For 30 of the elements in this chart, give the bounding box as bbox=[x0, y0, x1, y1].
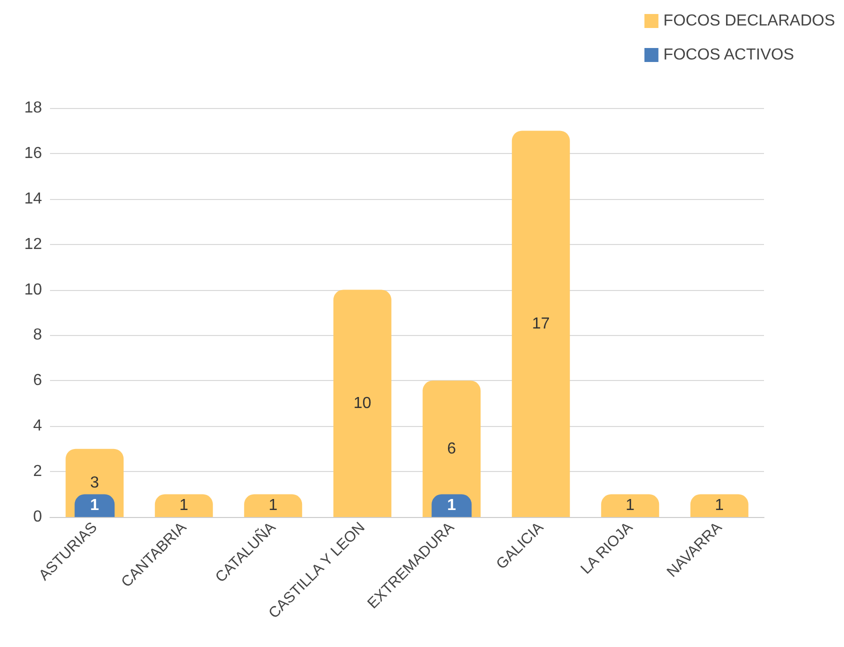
bar bbox=[512, 130, 570, 517]
y-tick-label: 14 bbox=[24, 190, 42, 208]
data-label: 6 bbox=[447, 440, 456, 458]
y-tick-label: 4 bbox=[33, 418, 42, 435]
bar bbox=[690, 494, 748, 517]
data-label: 17 bbox=[532, 315, 550, 332]
legend-label: FOCOS DECLARADOS bbox=[663, 12, 836, 30]
y-tick-label: 18 bbox=[24, 100, 42, 116]
y-tick-label: 6 bbox=[33, 372, 42, 390]
y-tick-label: 12 bbox=[24, 236, 42, 253]
y-tick-label: 0 bbox=[33, 508, 42, 526]
data-label: 1 bbox=[447, 497, 456, 514]
bar bbox=[601, 494, 660, 517]
data-label: 3 bbox=[90, 474, 100, 492]
data-label: 10 bbox=[353, 394, 372, 412]
y-tick-label: 2 bbox=[33, 463, 42, 480]
data-label: 1 bbox=[268, 497, 278, 514]
bar bbox=[74, 494, 115, 517]
data-label: 1 bbox=[714, 497, 724, 514]
legend-label: FOCOS ACTIVOS bbox=[663, 46, 794, 64]
bar bbox=[432, 494, 472, 517]
y-tick-label: 16 bbox=[24, 144, 42, 162]
bar bbox=[244, 494, 302, 517]
y-tick-label: 8 bbox=[33, 326, 42, 344]
data-label: 1 bbox=[626, 497, 635, 514]
data-label: 1 bbox=[179, 497, 188, 514]
y-tick-label: 10 bbox=[24, 281, 42, 298]
bar bbox=[154, 494, 213, 517]
bar bbox=[333, 290, 392, 517]
data-label: 1 bbox=[90, 497, 100, 514]
